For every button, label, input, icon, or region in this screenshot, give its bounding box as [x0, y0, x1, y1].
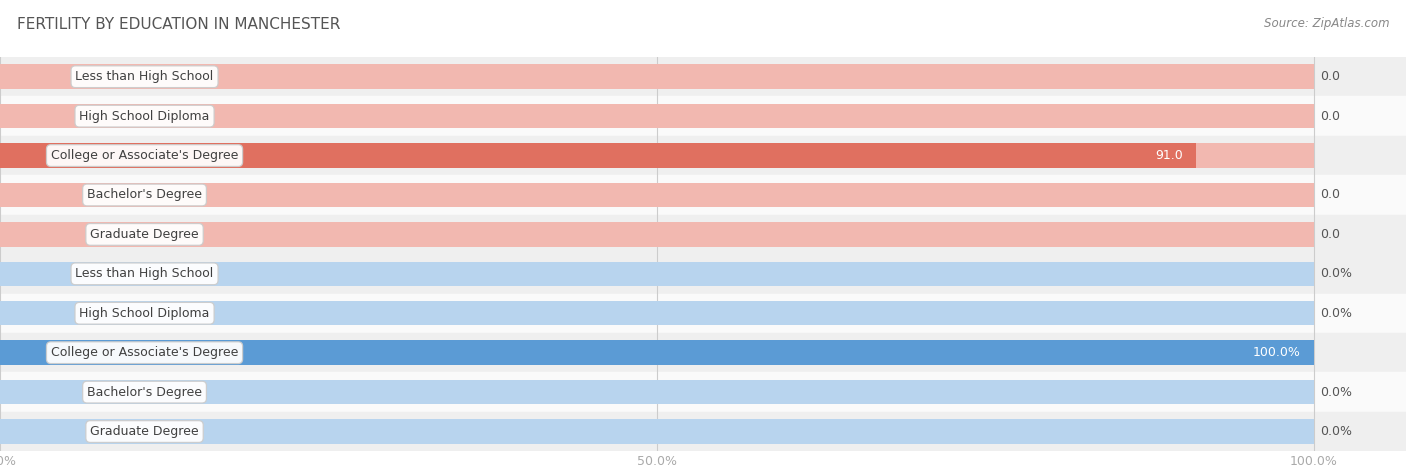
Text: 0.0: 0.0 — [1320, 110, 1340, 123]
Text: Graduate Degree: Graduate Degree — [90, 425, 198, 438]
Bar — [0, 57, 1406, 96]
Text: College or Associate's Degree: College or Associate's Degree — [51, 149, 238, 162]
Text: 0.0: 0.0 — [1320, 228, 1340, 241]
Text: High School Diploma: High School Diploma — [79, 110, 209, 123]
Bar — [0, 254, 1406, 294]
Text: College or Associate's Degree: College or Associate's Degree — [51, 346, 238, 359]
Bar — [0, 372, 1406, 412]
Text: 91.0: 91.0 — [1154, 149, 1182, 162]
Bar — [0, 183, 1315, 207]
Bar — [0, 104, 1315, 128]
Text: 0.0%: 0.0% — [1320, 267, 1353, 280]
Bar — [0, 341, 1315, 365]
Bar — [0, 412, 1406, 451]
Bar — [0, 65, 1315, 89]
Text: 0.0: 0.0 — [1320, 70, 1340, 83]
Bar — [0, 96, 1406, 136]
Text: Less than High School: Less than High School — [76, 267, 214, 280]
Text: 0.0%: 0.0% — [1320, 307, 1353, 320]
Bar — [0, 419, 1315, 444]
Bar — [0, 294, 1406, 333]
Bar — [0, 262, 1315, 286]
Bar — [0, 215, 1406, 254]
Text: Graduate Degree: Graduate Degree — [90, 228, 198, 241]
Text: FERTILITY BY EDUCATION IN MANCHESTER: FERTILITY BY EDUCATION IN MANCHESTER — [17, 17, 340, 32]
Text: 100.0%: 100.0% — [1253, 346, 1301, 359]
Bar — [0, 175, 1406, 215]
Bar — [0, 333, 1406, 372]
Bar — [0, 301, 1315, 325]
Text: Bachelor's Degree: Bachelor's Degree — [87, 386, 202, 399]
Text: 0.0%: 0.0% — [1320, 425, 1353, 438]
Bar — [0, 222, 1315, 247]
Text: Source: ZipAtlas.com: Source: ZipAtlas.com — [1264, 17, 1389, 29]
Bar — [0, 341, 1315, 365]
Text: High School Diploma: High School Diploma — [79, 307, 209, 320]
Text: Bachelor's Degree: Bachelor's Degree — [87, 189, 202, 201]
Bar — [0, 380, 1315, 404]
Text: 0.0%: 0.0% — [1320, 386, 1353, 399]
Text: Less than High School: Less than High School — [76, 70, 214, 83]
Bar — [0, 136, 1406, 175]
Bar — [0, 143, 1315, 168]
Bar — [0, 143, 1195, 168]
Text: 0.0: 0.0 — [1320, 189, 1340, 201]
